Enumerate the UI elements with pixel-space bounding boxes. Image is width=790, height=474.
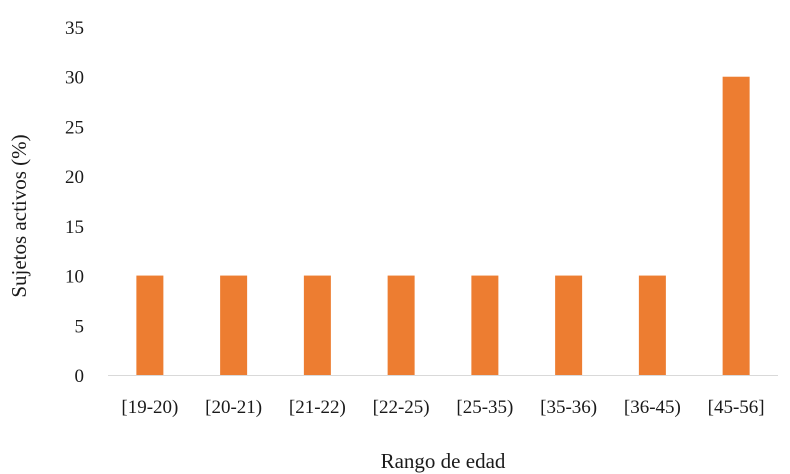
y-tick-label: 30: [65, 68, 84, 89]
bar: [220, 275, 248, 375]
x-tick-label: [35-36): [540, 397, 597, 418]
y-axis-title: Sujetos activos (%): [7, 134, 31, 297]
y-tick-label: 10: [65, 267, 84, 288]
x-tick-label: [36-45): [624, 397, 681, 418]
x-tick-label: [25-35): [456, 397, 513, 418]
y-tick-label: 15: [65, 217, 84, 238]
bar: [387, 275, 415, 375]
x-axis-title: Rango de edad: [381, 449, 506, 473]
bars: [136, 76, 750, 375]
x-tick-label: [19-20): [121, 397, 178, 418]
bar: [638, 275, 666, 375]
x-tick-label: [20-21): [205, 397, 262, 418]
bar: [471, 275, 499, 375]
y-tick-label: 35: [65, 18, 84, 39]
x-axis-categories: [19-20) [20-21) [21-22) [22-25) [25-35) [35-3…: [121, 397, 764, 418]
bar: [303, 275, 331, 375]
x-tick-label: [22-25): [373, 397, 430, 418]
y-tick-label: 0: [75, 366, 85, 387]
bar: [555, 275, 583, 375]
y-tick-label: 25: [65, 117, 84, 138]
bar: [136, 275, 164, 375]
y-tick-label: 20: [65, 167, 84, 188]
x-tick-label: [45-56]: [708, 397, 765, 418]
x-tick-label: [21-22): [289, 397, 346, 418]
bar: [722, 76, 750, 375]
y-axis-ticks: 0 5 10 15 20 25 30 35: [65, 18, 84, 387]
y-tick-label: 5: [75, 316, 85, 337]
